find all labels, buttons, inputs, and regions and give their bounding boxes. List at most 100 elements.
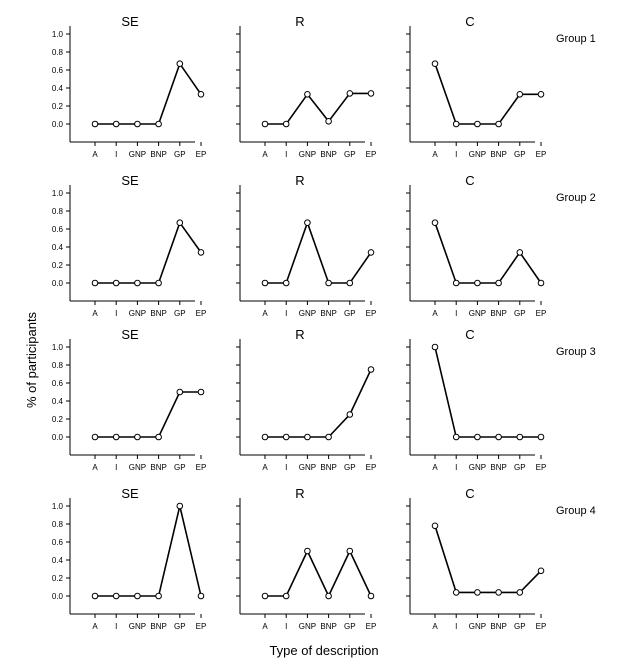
x-tick-label: I — [115, 150, 117, 159]
panel-2-se: 1.0 0.8 0.6 0.4 0.2 0.0 A I GNP BNP GP EP SE — [52, 173, 206, 318]
data-point — [282, 592, 290, 600]
data-point — [346, 547, 354, 555]
data-point — [537, 433, 545, 441]
series-line — [265, 92, 371, 125]
data-point — [431, 343, 439, 351]
data-point — [537, 567, 545, 575]
x-tick-label: GP — [174, 463, 186, 472]
panel-1-r: A I GNP BNP GP EP R — [236, 14, 376, 159]
series-line — [434, 63, 541, 125]
y-tick-label: 1.0 — [52, 502, 64, 511]
x-tick-label: GNP — [129, 622, 146, 631]
x-tick-label: A — [92, 150, 98, 159]
series-line — [434, 346, 541, 438]
x-tick-label: GNP — [299, 463, 316, 472]
data-point — [516, 433, 524, 441]
x-tick-label: EP — [366, 309, 377, 318]
data-point — [346, 90, 354, 97]
data-point — [282, 433, 290, 441]
x-tick-label: A — [262, 622, 268, 631]
x-tick-label: BNP — [150, 309, 166, 318]
x-tick-label: GNP — [129, 463, 146, 472]
panel-3-se: 1.0 0.8 0.6 0.4 0.2 0.0 A I GNP BNP GP EP SE — [52, 327, 206, 472]
y-tick-label: 0.6 — [52, 379, 64, 388]
x-tick-label: BNP — [150, 463, 166, 472]
data-point — [176, 388, 184, 396]
x-tick-label: GP — [174, 309, 186, 318]
x-tick-label: GNP — [299, 622, 316, 631]
y-axis-title: % of participants — [24, 311, 39, 408]
x-tick-label: BNP — [320, 309, 336, 318]
panel-title: SE — [121, 14, 139, 29]
data-point — [367, 592, 375, 600]
x-tick-label: I — [285, 150, 287, 159]
data-point — [325, 592, 332, 600]
x-tick-label: GP — [344, 309, 356, 318]
y-tick-label: 0.8 — [52, 48, 64, 57]
panel-title: SE — [121, 486, 139, 501]
x-tick-label: EP — [366, 622, 377, 631]
x-tick-label: I — [455, 309, 457, 318]
data-point — [537, 91, 545, 98]
x-tick-label: EP — [366, 463, 377, 472]
data-point — [261, 433, 269, 441]
data-point — [91, 433, 99, 441]
data-point — [91, 120, 99, 128]
data-point — [516, 589, 524, 596]
x-tick-label: I — [285, 463, 287, 472]
data-point — [91, 592, 99, 600]
x-tick-label: GP — [344, 622, 356, 631]
data-point — [367, 90, 375, 97]
panel-title: C — [465, 173, 474, 188]
data-point — [346, 411, 354, 418]
data-point — [495, 279, 502, 287]
x-tick-label: GNP — [469, 309, 486, 318]
x-tick-label: GNP — [129, 309, 146, 318]
y-tick-label: 0.6 — [52, 538, 64, 547]
y-tick-label: 1.0 — [52, 189, 64, 198]
data-point — [516, 249, 524, 256]
x-tick-label: EP — [366, 150, 377, 159]
x-tick-label: A — [92, 463, 98, 472]
x-tick-label: BNP — [490, 309, 506, 318]
series-line — [434, 525, 542, 594]
x-tick-label: EP — [536, 150, 547, 159]
y-tick-label: 0.0 — [52, 279, 64, 288]
data-point — [112, 120, 120, 128]
data-point — [112, 433, 120, 441]
x-tick-label: BNP — [320, 622, 336, 631]
y-tick-label: 0.2 — [52, 261, 64, 270]
y-tick-label: 0.8 — [52, 207, 64, 216]
x-tick-label: GP — [344, 150, 356, 159]
x-tick-label: A — [432, 309, 438, 318]
x-tick-label: GP — [514, 309, 526, 318]
data-point — [304, 91, 311, 98]
panel-title: C — [465, 14, 474, 29]
x-tick-label: A — [262, 309, 268, 318]
data-point — [134, 279, 141, 287]
series-line — [95, 391, 201, 438]
data-point — [197, 91, 205, 98]
group-label: Group 4 — [556, 505, 596, 517]
panel-title: R — [295, 486, 304, 501]
panel-4-r: A I GNP BNP GP EP R — [236, 486, 376, 631]
panel-title: R — [295, 327, 304, 342]
series-line — [265, 369, 372, 438]
y-tick-label: 0.0 — [52, 433, 64, 442]
data-point — [431, 522, 439, 530]
x-tick-label: BNP — [490, 622, 506, 631]
y-tick-label: 0.4 — [52, 84, 64, 93]
x-tick-label: A — [262, 150, 268, 159]
x-tick-label: I — [285, 309, 287, 318]
panel-title: C — [465, 486, 474, 501]
data-point — [155, 279, 162, 287]
x-tick-label: GP — [514, 622, 526, 631]
data-point — [452, 589, 460, 596]
y-tick-label: 1.0 — [52, 30, 64, 39]
x-tick-label: I — [455, 463, 457, 472]
data-point — [197, 592, 205, 600]
data-point — [304, 547, 311, 555]
x-tick-label: BNP — [320, 463, 336, 472]
x-tick-label: GP — [344, 463, 356, 472]
x-tick-label: A — [432, 463, 438, 472]
